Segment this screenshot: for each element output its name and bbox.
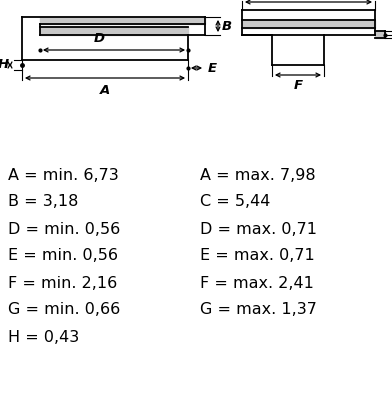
Text: H = 0,43: H = 0,43 [8, 330, 79, 344]
Text: B: B [222, 20, 232, 32]
Text: A = min. 6,73: A = min. 6,73 [8, 168, 119, 182]
Text: F = min. 2,16: F = min. 2,16 [8, 276, 117, 290]
Text: B = 3,18: B = 3,18 [8, 194, 78, 210]
Text: A = max. 7,98: A = max. 7,98 [200, 168, 316, 182]
Text: E = min. 0,56: E = min. 0,56 [8, 248, 118, 264]
Text: E = max. 0,71: E = max. 0,71 [200, 248, 315, 264]
Polygon shape [375, 31, 385, 38]
Text: C = 5,44: C = 5,44 [200, 194, 270, 210]
Polygon shape [40, 27, 188, 35]
Text: F: F [294, 79, 303, 92]
Text: A: A [100, 84, 110, 97]
Text: D: D [94, 32, 105, 45]
Text: G = min. 0,66: G = min. 0,66 [8, 302, 120, 318]
Text: D = max. 0,71: D = max. 0,71 [200, 222, 317, 236]
Text: D = min. 0,56: D = min. 0,56 [8, 222, 120, 236]
Polygon shape [242, 20, 375, 28]
Text: H: H [0, 58, 9, 72]
Text: G = max. 1,37: G = max. 1,37 [200, 302, 317, 318]
Polygon shape [40, 17, 205, 24]
Text: E: E [208, 62, 217, 74]
Text: F = max. 2,41: F = max. 2,41 [200, 276, 314, 290]
